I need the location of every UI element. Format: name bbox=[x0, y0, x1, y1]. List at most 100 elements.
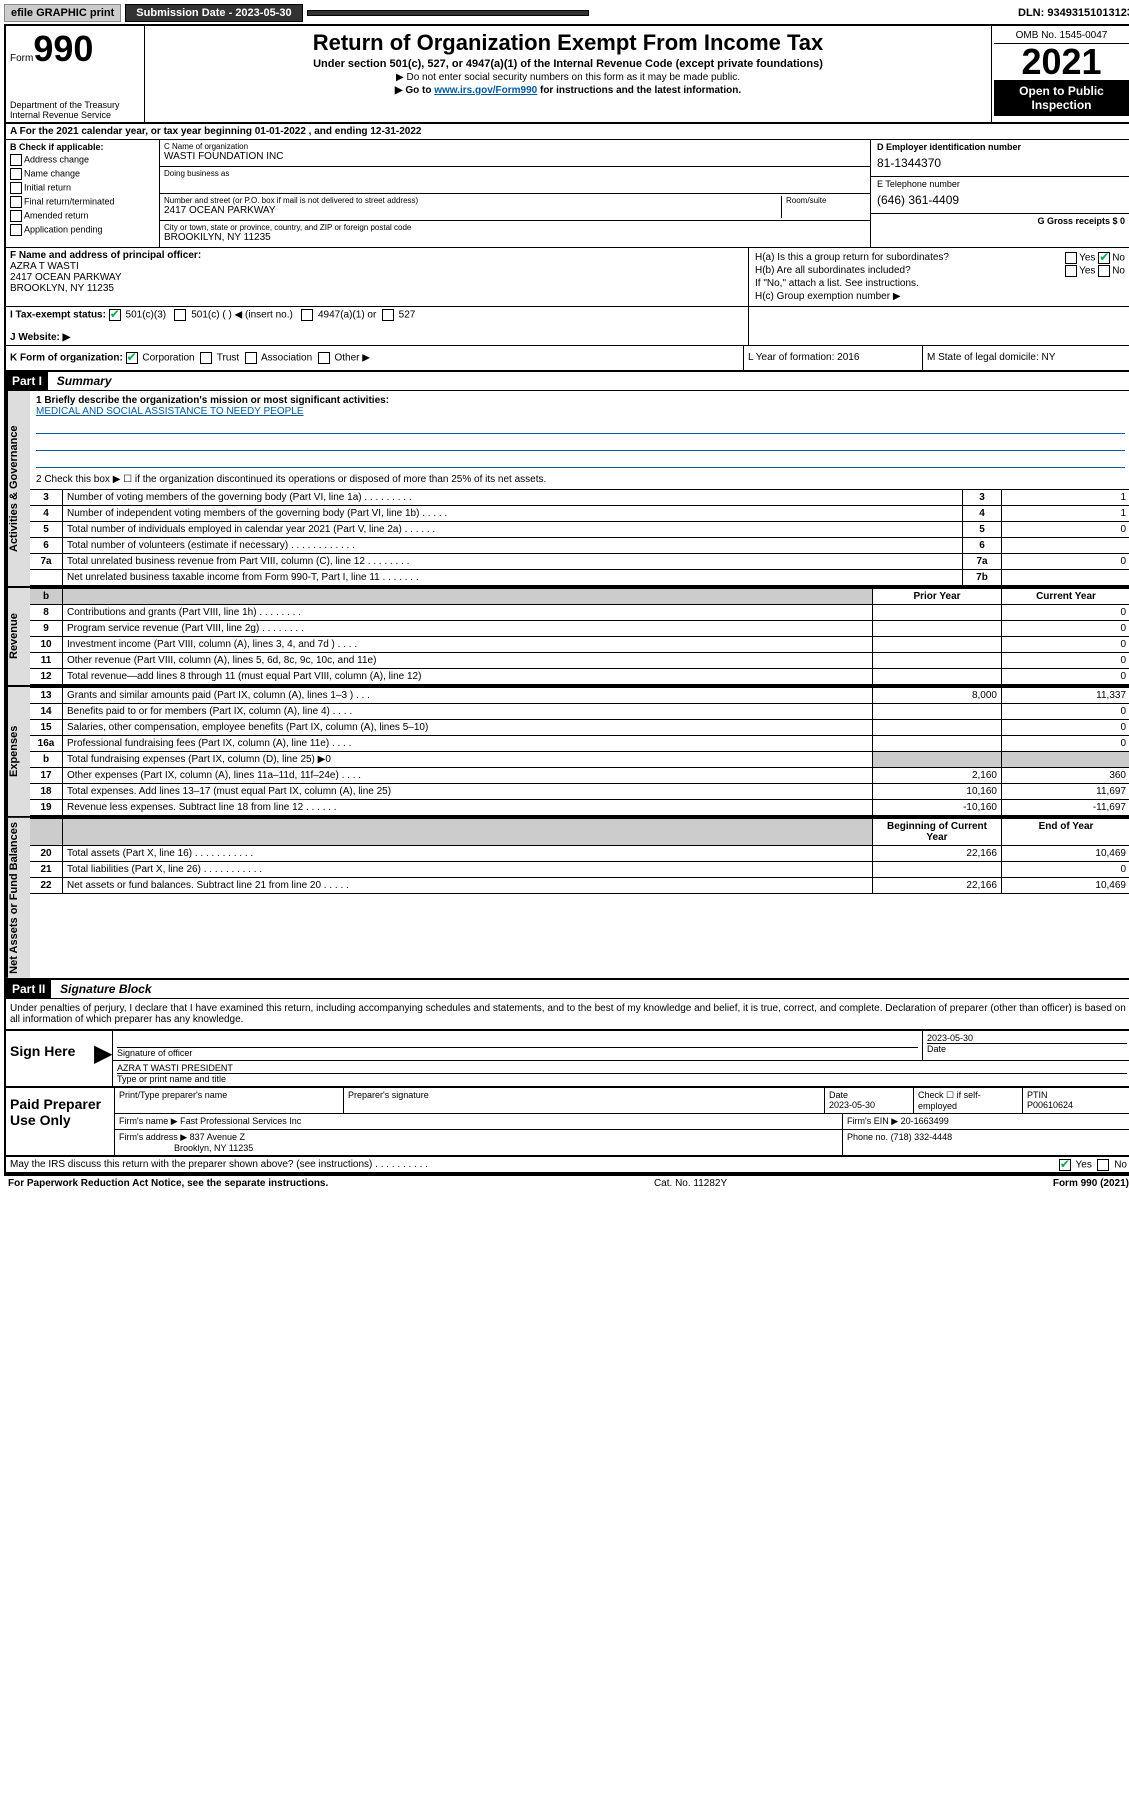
chk-assoc[interactable] bbox=[245, 352, 257, 364]
tel-label: E Telephone number bbox=[877, 179, 1125, 189]
paid-preparer-label: Paid Preparer Use Only bbox=[6, 1088, 114, 1155]
chk-501c[interactable] bbox=[174, 309, 186, 321]
line-desc: Total assets (Part X, line 16) . . . . .… bbox=[63, 846, 873, 862]
chk-initial-return[interactable] bbox=[10, 182, 22, 194]
current-value: 0 bbox=[1002, 637, 1129, 653]
lbl-527: 527 bbox=[399, 310, 416, 321]
lbl-4947: 4947(a)(1) or bbox=[318, 310, 376, 321]
line-desc: Other revenue (Part VIII, column (A), li… bbox=[63, 653, 873, 669]
current-value: 0 bbox=[1002, 653, 1129, 669]
line-desc: Number of voting members of the governin… bbox=[63, 490, 963, 506]
chk-501c3[interactable] bbox=[109, 309, 121, 321]
line-desc: Contributions and grants (Part VIII, lin… bbox=[63, 605, 873, 621]
form-container: Form990 Department of the Treasury Inter… bbox=[4, 24, 1129, 1176]
officer-name-title: AZRA T WASTI PRESIDENT bbox=[117, 1063, 1127, 1073]
chk-final-return[interactable] bbox=[10, 196, 22, 208]
section-k: K Form of organization: Corporation Trus… bbox=[6, 346, 1129, 372]
prep-check-label: Check ☐ if self-employed bbox=[914, 1088, 1023, 1113]
prior-value: -10,160 bbox=[873, 800, 1002, 816]
part2-header-row: Part II Signature Block bbox=[6, 980, 1129, 999]
prior-value bbox=[873, 704, 1002, 720]
revenue-table: b Prior Year Current Year8 Contributions… bbox=[30, 588, 1129, 685]
chk-trust[interactable] bbox=[200, 352, 212, 364]
col-current-year: Current Year bbox=[1002, 589, 1129, 605]
hb-no[interactable] bbox=[1098, 265, 1110, 277]
prior-value bbox=[873, 637, 1002, 653]
ptin-value: P00610624 bbox=[1027, 1100, 1073, 1110]
prep-date-value: 2023-05-30 bbox=[829, 1100, 875, 1110]
chk-name-change[interactable] bbox=[10, 168, 22, 180]
chk-address-change[interactable] bbox=[10, 154, 22, 166]
ha-yes-lbl: Yes bbox=[1079, 253, 1095, 264]
lbl-initial-return: Initial return bbox=[24, 182, 71, 192]
current-value: 0 bbox=[1002, 720, 1129, 736]
line-box: 7b bbox=[963, 570, 1002, 586]
line-value: 0 bbox=[1002, 554, 1129, 570]
dept-label: Department of the Treasury Internal Reve… bbox=[10, 100, 140, 120]
lbl-app-pending: Application pending bbox=[24, 224, 103, 234]
officer-type-label: Type or print name and title bbox=[117, 1073, 1127, 1084]
line-value bbox=[1002, 538, 1129, 554]
j-label: J Website: ▶ bbox=[10, 332, 70, 343]
chk-other[interactable] bbox=[318, 352, 330, 364]
expenses-table: 13 Grants and similar amounts paid (Part… bbox=[30, 687, 1129, 816]
col-c: C Name of organization WASTI FOUNDATION … bbox=[160, 140, 1129, 247]
discuss-no[interactable] bbox=[1097, 1159, 1109, 1171]
line-num: 13 bbox=[30, 688, 63, 704]
chk-corp[interactable] bbox=[126, 352, 138, 364]
prep-sig-label: Preparer's signature bbox=[344, 1088, 825, 1113]
form-header: Form990 Department of the Treasury Inter… bbox=[6, 26, 1129, 124]
line-value: 1 bbox=[1002, 506, 1129, 522]
chk-527[interactable] bbox=[382, 309, 394, 321]
line2-prefix: ▶ Go to bbox=[395, 85, 434, 96]
form-prefix: Form bbox=[10, 53, 33, 64]
ha-yes[interactable] bbox=[1065, 252, 1077, 264]
col-begin-year: Beginning of Current Year bbox=[873, 819, 1002, 846]
current-value: 0 bbox=[1002, 736, 1129, 752]
line-num: b bbox=[30, 752, 63, 768]
chk-4947[interactable] bbox=[301, 309, 313, 321]
i-label: I Tax-exempt status: bbox=[10, 310, 106, 321]
footer-right: Form 990 (2021) bbox=[1053, 1178, 1129, 1189]
line-desc: Investment income (Part VIII, column (A)… bbox=[63, 637, 873, 653]
line-desc: Salaries, other compensation, employee b… bbox=[63, 720, 873, 736]
paid-preparer-block: Paid Preparer Use Only Print/Type prepar… bbox=[6, 1088, 1129, 1157]
prior-value bbox=[873, 720, 1002, 736]
current-value: 11,697 bbox=[1002, 784, 1129, 800]
line-num: 20 bbox=[30, 846, 63, 862]
firm-ein-value: 20-1663499 bbox=[901, 1116, 949, 1126]
line2-text: 2 Check this box ▶ ☐ if the organization… bbox=[36, 474, 1125, 485]
sign-here-label: Sign Here bbox=[6, 1031, 94, 1086]
line-desc: Total liabilities (Part X, line 26) . . … bbox=[63, 862, 873, 878]
col-prior-year: Prior Year bbox=[873, 589, 1002, 605]
l-year: L Year of formation: 2016 bbox=[743, 346, 922, 370]
tab-net-assets: Net Assets or Fund Balances bbox=[6, 818, 30, 978]
prior-value bbox=[873, 653, 1002, 669]
discuss-yes[interactable] bbox=[1059, 1159, 1071, 1171]
revenue-section: Revenue b Prior Year Current Year8 Contr… bbox=[6, 588, 1129, 687]
col-end-year: End of Year bbox=[1002, 819, 1129, 846]
ha-no[interactable] bbox=[1098, 252, 1110, 264]
line-box: 6 bbox=[963, 538, 1002, 554]
firm-addr-label: Firm's address ▶ bbox=[119, 1132, 187, 1142]
line-desc: Professional fundraising fees (Part IX, … bbox=[63, 736, 873, 752]
discuss-row: May the IRS discuss this return with the… bbox=[6, 1157, 1129, 1174]
line-num: 17 bbox=[30, 768, 63, 784]
ha-no-lbl: No bbox=[1112, 253, 1125, 264]
line-desc: Net unrelated business taxable income fr… bbox=[63, 570, 963, 586]
irs-link[interactable]: www.irs.gov/Form990 bbox=[434, 85, 537, 96]
begin-value: 22,166 bbox=[873, 846, 1002, 862]
firm-addr1: 837 Avenue Z bbox=[190, 1132, 245, 1142]
col-b: B Check if applicable: Address change Na… bbox=[6, 140, 160, 247]
prior-value bbox=[873, 736, 1002, 752]
chk-app-pending[interactable] bbox=[10, 224, 22, 236]
hb-no-lbl: No bbox=[1112, 266, 1125, 277]
line-num: 9 bbox=[30, 621, 63, 637]
chk-amended[interactable] bbox=[10, 210, 22, 222]
efile-button[interactable]: efile GRAPHIC print bbox=[4, 4, 121, 22]
blank-button[interactable] bbox=[307, 10, 589, 16]
current-value: 0 bbox=[1002, 669, 1129, 685]
hb-yes[interactable] bbox=[1065, 265, 1077, 277]
submission-date-button[interactable]: Submission Date - 2023-05-30 bbox=[125, 4, 302, 22]
lbl-trust: Trust bbox=[217, 353, 239, 364]
